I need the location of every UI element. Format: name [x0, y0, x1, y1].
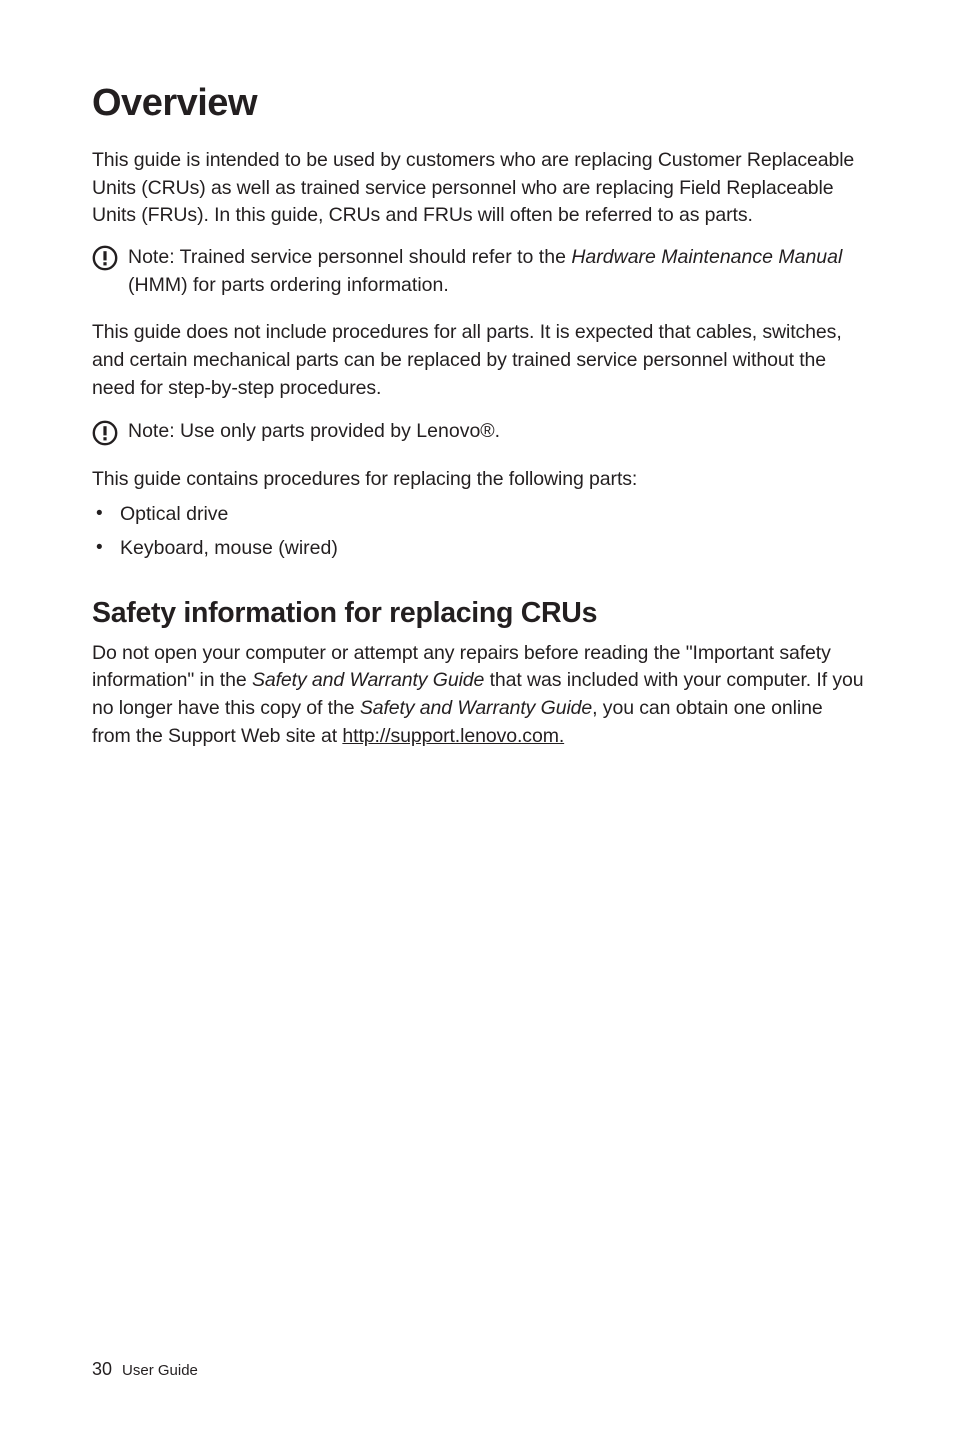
attention-icon	[92, 245, 118, 271]
list-item: Keyboard, mouse (wired)	[92, 535, 864, 563]
paragraph-parts-list-intro: This guide contains procedures for repla…	[92, 466, 864, 494]
section-subtitle: Safety information for replacing CRUs	[92, 597, 864, 630]
page-title: Overview	[92, 82, 864, 125]
note-text: Note: Use only parts provided by Lenovo®…	[128, 420, 500, 443]
note-lenovo-parts: Note: Use only parts provided by Lenovo®…	[92, 419, 864, 446]
attention-icon	[92, 420, 118, 446]
support-link[interactable]: http://support.lenovo.com.	[342, 725, 564, 747]
paragraph-no-procedures: This guide does not include procedures f…	[92, 319, 864, 402]
page-number: 30	[92, 1359, 112, 1379]
safety-italic1: Safety and Warranty Guide	[252, 669, 484, 691]
parts-list: Optical drive Keyboard, mouse (wired)	[92, 501, 864, 562]
note-label: Note:	[128, 420, 175, 442]
note-seg-pre: Trained service personnel should refer t…	[175, 246, 572, 268]
note-italic: Hardware Maintenance Manual	[571, 246, 842, 268]
intro-paragraph: This guide is intended to be used by cus…	[92, 147, 864, 230]
safety-paragraph: Do not open your computer or attempt any…	[92, 640, 864, 751]
safety-italic2: Safety and Warranty Guide	[360, 697, 592, 719]
note-body: Use only parts provided by Lenovo®.	[175, 420, 500, 442]
page-footer: 30 User Guide	[92, 1359, 198, 1380]
note-trained-personnel: Note: Trained service personnel should r…	[92, 244, 864, 299]
footer-label: User Guide	[122, 1362, 198, 1379]
note-text: Note: Trained service personnel should r…	[128, 244, 864, 299]
note-label: Note:	[128, 246, 175, 268]
note-seg-post: (HMM) for parts ordering information.	[128, 274, 449, 296]
list-item: Optical drive	[92, 501, 864, 529]
